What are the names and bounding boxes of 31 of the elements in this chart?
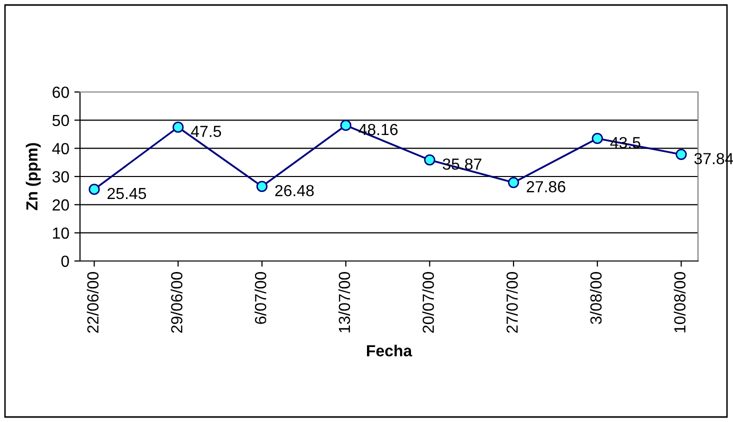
x-tick-label: 3/08/00 bbox=[590, 272, 602, 324]
point bbox=[676, 148, 687, 160]
data-label: 48.16 bbox=[358, 124, 398, 136]
y-tick-label: 10 bbox=[53, 227, 69, 239]
point bbox=[592, 132, 603, 144]
y-tick-label: 60 bbox=[52, 86, 69, 98]
y-tick-label: 0 bbox=[61, 256, 69, 267]
x-axis-title: Fecha bbox=[366, 344, 412, 356]
point bbox=[88, 184, 100, 195]
x-tick-label: 13/07/00 bbox=[338, 272, 350, 332]
x-tick-label: 6/07/00 bbox=[254, 272, 266, 324]
data-label: 25.45 bbox=[108, 188, 146, 200]
point bbox=[508, 176, 520, 188]
y-tick-label: 20 bbox=[52, 199, 69, 211]
data-label: 47.5 bbox=[190, 126, 222, 138]
x-tick-label: 29/06/00 bbox=[170, 272, 182, 333]
y-tick-label: 40 bbox=[52, 142, 69, 154]
point bbox=[172, 122, 184, 133]
y-axis-title: Zn (ppm) bbox=[26, 143, 41, 210]
data-label: 35.87 bbox=[442, 158, 482, 170]
x-tick-label: 10/08/00 bbox=[674, 272, 686, 332]
point bbox=[424, 154, 436, 166]
x-tick-label: 27/07/00 bbox=[506, 272, 518, 333]
point bbox=[256, 180, 268, 192]
y-tick-label: 50 bbox=[52, 114, 69, 126]
data-label: 27.86 bbox=[526, 181, 566, 192]
point bbox=[340, 120, 352, 131]
x-tick-label: 20/07/00 bbox=[422, 272, 434, 333]
data-label: 26.48 bbox=[275, 184, 314, 196]
x-tick-label: 22/06/00 bbox=[86, 272, 99, 333]
y-tick-label: 30 bbox=[52, 171, 69, 182]
